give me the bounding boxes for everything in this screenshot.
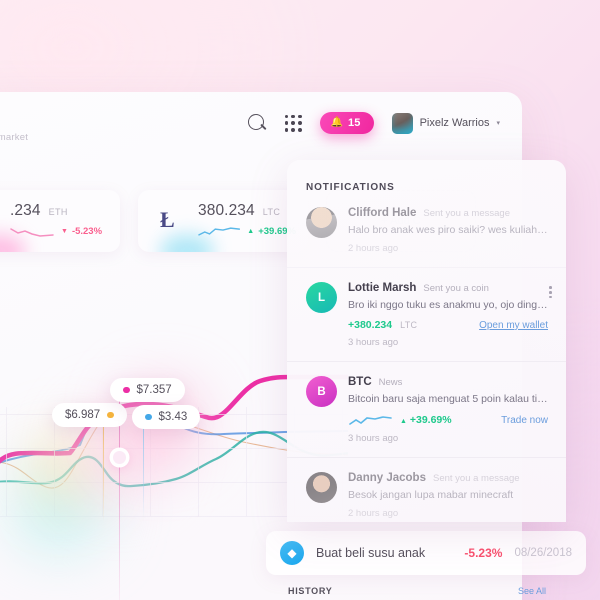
- notifications-title: NOTIFICATIONS: [306, 182, 395, 193]
- sparkline-ltc: [198, 227, 241, 236]
- history-see-all-link[interactable]: See All: [517, 586, 546, 596]
- coin-amount: .234: [10, 202, 41, 219]
- avatar: B: [306, 376, 337, 408]
- notification-body: Lottie Marsh Sent you a coin Bro iki ngg…: [348, 282, 548, 348]
- sparkline-btc: [349, 415, 392, 425]
- coin-amount: 380.234: [198, 202, 255, 219]
- notification-sender: Lottie Marsh: [348, 282, 417, 295]
- notification-amount: ▲ +39.69%: [400, 414, 452, 426]
- topbar: 's market 🔔 15 Pixelz Warrios ▾: [0, 92, 522, 154]
- notification-item-btc[interactable]: B BTC News Bitcoin baru saja menguat 5 p…: [287, 362, 566, 458]
- coin-card-eth[interactable]: Ξ .234 ETH ▼ -5.23%: [0, 190, 120, 252]
- transaction-row[interactable]: ◆ Buat beli susu anak -5.23% 08/26/2018: [266, 531, 586, 575]
- notification-type: Sent you a message: [432, 472, 520, 484]
- notification-meta: ▲ +39.69% Trade now: [348, 414, 548, 427]
- triangle-up-icon: ▲: [400, 418, 407, 426]
- coin-card-ltc[interactable]: Ł 380.234 LTC ▲ +39.69%: [138, 190, 308, 252]
- avatar-initial: B: [317, 385, 326, 398]
- bell-icon: 🔔: [330, 117, 343, 128]
- transaction-title: Buat beli susu anak: [316, 546, 426, 560]
- notification-meta: +380.234 LTC Open my wallet: [348, 319, 548, 331]
- notification-amount: +380.234: [348, 319, 393, 332]
- litecoin-icon: Ł: [160, 207, 175, 232]
- triangle-down-icon: ▼: [61, 228, 68, 235]
- notification-body: Danny Jacobs Sent you a message Besok ja…: [348, 472, 548, 519]
- more-options-icon[interactable]: [549, 286, 552, 299]
- avatar: [391, 112, 413, 134]
- notification-message: Halo bro anak wes piro saiki? wes kuliah…: [348, 224, 548, 236]
- notifications-badge-button[interactable]: 🔔 15: [319, 112, 374, 134]
- ethereum-icon: ◆: [280, 541, 304, 565]
- topbar-actions: 🔔 15 Pixelz Warrios ▾: [247, 112, 500, 134]
- notification-sender: Clifford Hale: [348, 207, 417, 219]
- avatar: L: [306, 282, 337, 314]
- market-label: 's market: [0, 132, 29, 143]
- notification-ticker: LTC: [400, 320, 418, 331]
- open-wallet-link[interactable]: Open my wallet: [479, 319, 548, 331]
- series-dot-icon: [107, 411, 114, 419]
- avatar: [306, 207, 337, 238]
- series-dot-icon: [145, 413, 152, 421]
- coin-change-value: +39.69%: [258, 226, 296, 237]
- sparkline-eth: [10, 228, 54, 237]
- chart-tooltip-magenta[interactable]: $7.357: [110, 378, 185, 402]
- notification-body: Clifford Hale Sent you a message Halo br…: [348, 207, 548, 254]
- notification-sender: Danny Jacobs: [348, 471, 426, 484]
- avatar: [306, 471, 337, 503]
- chart-tooltip-yellow[interactable]: $6.987: [52, 403, 127, 427]
- tooltip-stem: [103, 422, 104, 522]
- history-section-header: HISTORY See All: [288, 586, 546, 596]
- notification-time: 3 hours ago: [348, 432, 399, 444]
- notification-item-clifford[interactable]: Clifford Hale Sent you a message Halo br…: [287, 193, 566, 269]
- notification-message: Bitcoin baru saja menguat 5 poin kalau t…: [348, 393, 548, 406]
- card-glow: [160, 234, 214, 252]
- avatar-initial: L: [317, 291, 326, 304]
- notification-body: BTC News Bitcoin baru saja menguat 5 poi…: [348, 376, 548, 443]
- coin-change: ▼ -5.23%: [61, 226, 102, 237]
- coin-ticker: LTC: [262, 207, 281, 217]
- user-menu[interactable]: Pixelz Warrios ▾: [391, 112, 500, 134]
- tooltip-stem: [119, 396, 120, 600]
- notification-time: 2 hours ago: [348, 507, 399, 519]
- triangle-up-icon: ▲: [247, 228, 255, 235]
- coin-cards: Ξ .234 ETH ▼ -5.23% Ł: [0, 190, 476, 252]
- notification-count: 15: [347, 117, 361, 129]
- notification-amount-value: +39.69%: [409, 414, 452, 427]
- notification-type: Sent you a coin: [423, 283, 489, 295]
- transaction-change: -5.23%: [464, 546, 503, 560]
- tooltip-stem: [143, 423, 144, 519]
- user-name: Pixelz Warrios: [419, 117, 490, 129]
- tooltip-value: $7.357: [136, 384, 172, 396]
- notification-time: 2 hours ago: [348, 243, 399, 255]
- coin-ticker: ETH: [48, 207, 68, 217]
- series-dot-icon: [123, 386, 130, 394]
- notification-message: Besok jangan lupa mabar minecraft: [348, 488, 514, 501]
- notification-message: Bro iki nggo tuku es anakmu yo, ojo ding…: [348, 299, 548, 312]
- notification-type: Sent you a message: [423, 208, 510, 219]
- notifications-panel: NOTIFICATIONS Clifford Hale Sent you a m…: [287, 160, 566, 522]
- chart-hover-point[interactable]: [113, 451, 126, 464]
- transaction-date: 08/26/2018: [514, 547, 572, 559]
- chevron-down-icon: ▾: [496, 120, 500, 127]
- coin-card-body: .234 ETH ▼ -5.23%: [10, 202, 108, 238]
- tooltip-value: $3.43: [158, 411, 188, 423]
- coin-card-body: 380.234 LTC ▲ +39.69%: [198, 202, 296, 238]
- trade-now-link[interactable]: Trade now: [501, 414, 548, 426]
- notification-item-danny[interactable]: Danny Jacobs Sent you a message Besok ja…: [287, 458, 566, 522]
- coin-change: ▲ +39.69%: [247, 226, 296, 237]
- notification-sender: BTC: [348, 376, 372, 389]
- history-label: HISTORY: [288, 586, 333, 596]
- search-icon[interactable]: [247, 113, 267, 133]
- notification-type: News: [378, 377, 403, 389]
- coin-change-value: -5.23%: [71, 226, 103, 237]
- chart-tooltip-blue[interactable]: $3.43: [132, 405, 201, 429]
- notification-time: 3 hours ago: [348, 337, 399, 349]
- grid-icon[interactable]: [284, 114, 302, 132]
- notification-item-lottie[interactable]: L Lottie Marsh Sent you a coin Bro iki n…: [287, 268, 566, 363]
- tooltip-value: $6.987: [65, 409, 101, 421]
